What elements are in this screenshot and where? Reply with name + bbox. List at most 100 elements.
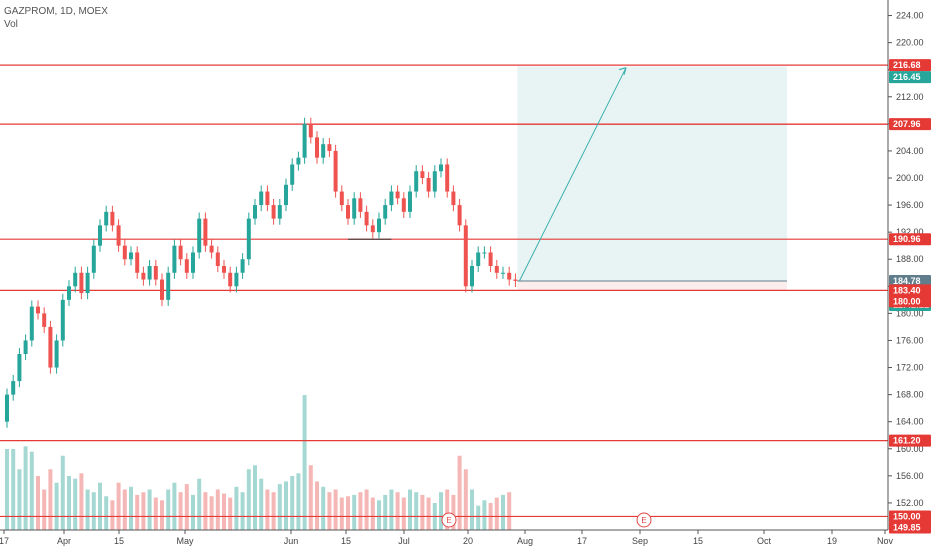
candle-body (141, 272, 146, 280)
candle-body (222, 266, 226, 273)
candle-body (147, 266, 152, 280)
time-tick-label: 17 (577, 536, 587, 546)
volume-bar (364, 489, 369, 530)
volume-bar (246, 469, 251, 530)
volume-bar (470, 489, 474, 530)
candle-body (54, 340, 59, 368)
volume-bar (383, 494, 388, 530)
volume-bar (277, 484, 282, 530)
price-tick-label: 224.00 (896, 11, 924, 21)
time-axis[interactable]: 17 Apr 15 May Jun 15 Jul 20 Aug 17 Sep 15 Oct 19 Nov (0, 529, 894, 546)
candle-body (284, 184, 288, 206)
time-tick-label: Apr (57, 536, 71, 546)
time-tick-label: 15 (114, 536, 124, 546)
candle-body (494, 266, 499, 273)
candle-body (482, 252, 487, 254)
volume-bar (215, 489, 220, 530)
volume-bar (42, 489, 47, 530)
candle-body (153, 266, 158, 280)
volume-bar (17, 469, 22, 530)
time-tick-label: 17 (0, 536, 9, 546)
volume-bar (395, 492, 400, 530)
price-tag (889, 275, 931, 288)
volume-bar (178, 492, 183, 530)
price-tags: 216.68216.45207.96190.96184.78184.7712:4… (889, 59, 931, 534)
candle-body (364, 211, 369, 226)
chart-legend: GAZPROM, 1D, MOEX Vol (4, 5, 108, 31)
price-tag (889, 284, 931, 297)
volume-bar (408, 489, 412, 530)
candle-body (315, 137, 319, 158)
volume-bar (333, 489, 338, 530)
volume-bar (234, 486, 239, 530)
volume-bar (191, 494, 195, 530)
volume-bar (122, 489, 127, 530)
price-tag (889, 521, 931, 534)
time-tick-label: Jul (398, 536, 410, 546)
volume-bar (389, 489, 394, 530)
volume-bar (60, 455, 65, 530)
price-tag (889, 434, 931, 447)
price-tag (889, 510, 931, 523)
candle-body (277, 205, 282, 219)
volume-bar (290, 476, 295, 530)
price-axis[interactable]: 152.00 156.00 160.00 164.00 168.00 172.00 176.… (887, 0, 924, 530)
price-tag (889, 233, 931, 246)
candle-body (439, 164, 443, 172)
candle-body (166, 272, 171, 300)
price-tick-label: 200.00 (896, 173, 924, 183)
volume-bar (370, 497, 375, 530)
volume-bar (265, 489, 270, 530)
price-tag-label: 150.00 (893, 511, 921, 521)
price-tick-label: 156.00 (896, 471, 924, 481)
candle-body (172, 245, 177, 273)
volume-bar (463, 469, 468, 530)
candle-body (507, 272, 512, 280)
volume-bar (91, 492, 96, 530)
volume-bar (29, 451, 34, 530)
candle-body (408, 191, 412, 212)
volume-bar (501, 494, 505, 530)
candle-body (48, 326, 53, 368)
volume-bar (36, 476, 40, 530)
volume-bar (296, 473, 301, 530)
volume-bar (445, 489, 450, 530)
volume-bar (426, 497, 431, 530)
position-zones (517, 66, 787, 292)
time-tick-label: May (176, 536, 194, 546)
price-tick-label: 196.00 (896, 200, 924, 210)
time-tick-label: Jun (284, 536, 299, 546)
symbol-label: GAZPROM, 1D, MOEX (4, 6, 108, 17)
earnings-marker-label: E (446, 516, 451, 525)
volume-bar (315, 481, 319, 530)
volume-bar (85, 489, 90, 530)
volume-bar (48, 469, 53, 530)
price-tick-label: 188.00 (896, 254, 924, 264)
earnings-marker (441, 512, 457, 528)
price-tag (889, 295, 931, 308)
candle-body (501, 272, 505, 274)
candle-body (265, 191, 270, 206)
volume-bar (172, 482, 177, 530)
volume-bar (153, 497, 158, 530)
time-tick-label: Nov (877, 536, 894, 546)
candle-body (377, 218, 381, 233)
volume-bar (222, 493, 226, 530)
price-tick-label: 212.00 (896, 92, 924, 102)
candle-body (389, 191, 394, 206)
price-tag-label: 180.00 (893, 296, 921, 306)
price-tick-label: 164.00 (896, 417, 924, 427)
candle-body (36, 306, 40, 314)
candle-body (395, 191, 400, 199)
volume-bar (67, 476, 71, 530)
time-tick-label: 15 (341, 536, 351, 546)
volume-bar (98, 482, 102, 530)
candle-body (116, 225, 121, 246)
candle-body (513, 279, 518, 281)
volume-bar (73, 478, 78, 530)
volume-bar (451, 494, 456, 530)
volume-bar (104, 496, 109, 530)
candle-body (79, 272, 84, 294)
price-tag (889, 118, 931, 131)
